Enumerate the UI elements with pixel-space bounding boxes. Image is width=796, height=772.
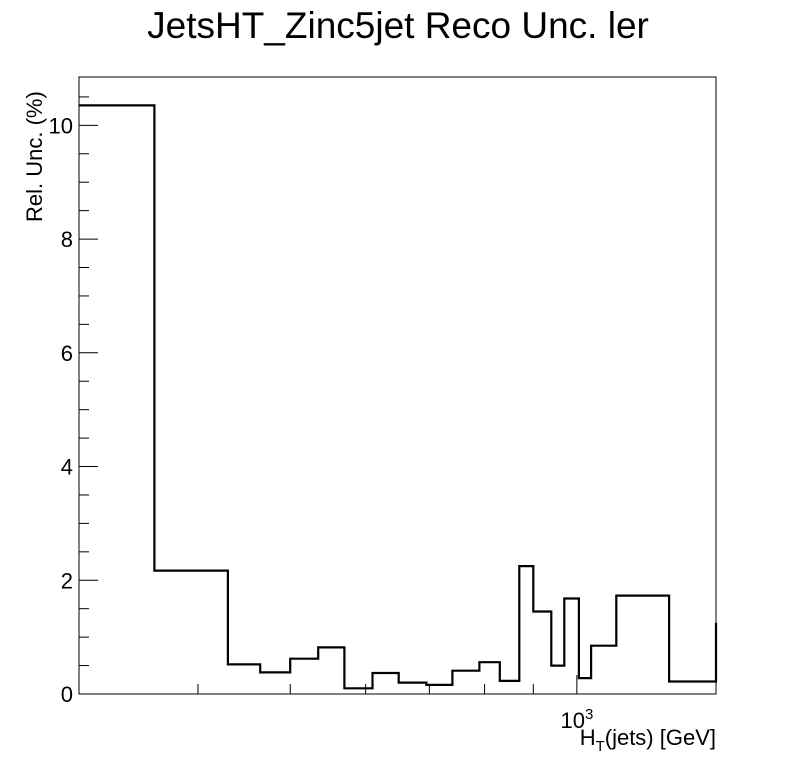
y-tick-label: 8 bbox=[61, 227, 73, 252]
y-tick-label: 6 bbox=[61, 341, 73, 366]
chart-title: JetsHT_Zinc5jet Reco Unc. ler bbox=[147, 5, 649, 46]
x-axis-label-rest: (jets) [GeV] bbox=[605, 725, 716, 750]
y-axis-ticks bbox=[79, 96, 98, 695]
y-tick-label: 2 bbox=[61, 568, 73, 593]
y-tick-label: 10 bbox=[49, 113, 73, 138]
x-tick-label-base: 10 bbox=[560, 708, 584, 733]
histogram-line bbox=[79, 104, 718, 690]
x-tick-label-1000: 103 bbox=[560, 706, 593, 733]
x-tick-label-exponent: 3 bbox=[585, 706, 593, 723]
y-tick-label: 0 bbox=[61, 682, 73, 707]
x-axis-label: HT(jets) [GeV] bbox=[580, 725, 716, 755]
plot-frame bbox=[78, 76, 717, 695]
y-tick-label: 4 bbox=[61, 455, 73, 480]
y-axis-tick-labels: 0 2 4 6 8 10 bbox=[49, 113, 73, 707]
y-axis-label: Rel. Unc. (%) bbox=[22, 91, 47, 222]
x-axis-label-base: H bbox=[580, 725, 596, 750]
x-axis-label-subscript: T bbox=[596, 738, 605, 755]
plot-frame-border bbox=[78, 76, 717, 695]
